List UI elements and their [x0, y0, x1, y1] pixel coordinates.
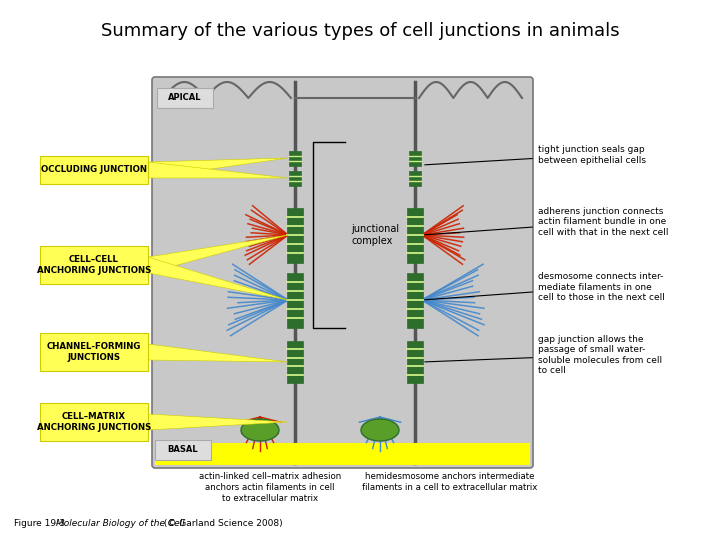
Ellipse shape [361, 419, 399, 441]
Text: gap junction allows the
passage of small water-
soluble molecules from cell
to c: gap junction allows the passage of small… [425, 335, 662, 375]
Polygon shape [148, 162, 288, 178]
Text: (© Garland Science 2008): (© Garland Science 2008) [161, 519, 283, 528]
Text: CELL–MATRIX
ANCHORING JUNCTIONS: CELL–MATRIX ANCHORING JUNCTIONS [37, 413, 151, 431]
Ellipse shape [241, 419, 279, 441]
Text: tight junction seals gap
between epithelial cells: tight junction seals gap between epithel… [425, 145, 646, 165]
Bar [40, 156, 148, 184]
Bar [40, 246, 148, 284]
Text: Figure 19-3: Figure 19-3 [14, 519, 71, 528]
Polygon shape [148, 344, 288, 362]
Bar [40, 403, 148, 441]
Polygon shape [148, 158, 288, 178]
Bar [407, 207, 423, 262]
Polygon shape [148, 414, 288, 430]
Text: CELL–CELL
ANCHORING JUNCTIONS: CELL–CELL ANCHORING JUNCTIONS [37, 255, 151, 275]
Bar [409, 171, 421, 186]
Text: CHANNEL-FORMING
JUNCTIONS: CHANNEL-FORMING JUNCTIONS [47, 342, 141, 362]
Bar [409, 151, 421, 165]
Bar [287, 273, 303, 327]
Bar [287, 207, 303, 262]
Bar [157, 88, 213, 108]
FancyBboxPatch shape [152, 77, 533, 468]
Text: desmosome connects inter-
mediate filaments in one
cell to those in the next cel: desmosome connects inter- mediate filame… [425, 272, 665, 302]
Text: hemidesmosome anchors intermediate
filaments in a cell to extracellular matrix: hemidesmosome anchors intermediate filam… [362, 472, 538, 492]
Bar [40, 333, 148, 371]
Text: BASAL: BASAL [168, 446, 198, 455]
Text: APICAL: APICAL [168, 93, 202, 103]
Bar [407, 273, 423, 327]
Polygon shape [148, 257, 288, 300]
Polygon shape [148, 235, 288, 273]
Bar [155, 440, 211, 460]
Bar [289, 151, 301, 165]
Text: OCCLUDING JUNCTION: OCCLUDING JUNCTION [41, 165, 147, 174]
Text: Molecular Biology of the Cell: Molecular Biology of the Cell [56, 519, 184, 528]
Bar [407, 341, 423, 383]
Text: adherens junction connects
actin filament bundle in one
cell with that in the ne: adherens junction connects actin filamen… [425, 207, 668, 237]
Bar [155, 443, 530, 465]
Bar [287, 341, 303, 383]
Text: Summary of the various types of cell junctions in animals: Summary of the various types of cell jun… [101, 22, 619, 40]
Text: actin-linked cell–matrix adhesion
anchors actin filaments in cell
to extracellul: actin-linked cell–matrix adhesion anchor… [199, 472, 341, 503]
Bar [289, 171, 301, 186]
Text: junctional
complex: junctional complex [351, 224, 399, 246]
